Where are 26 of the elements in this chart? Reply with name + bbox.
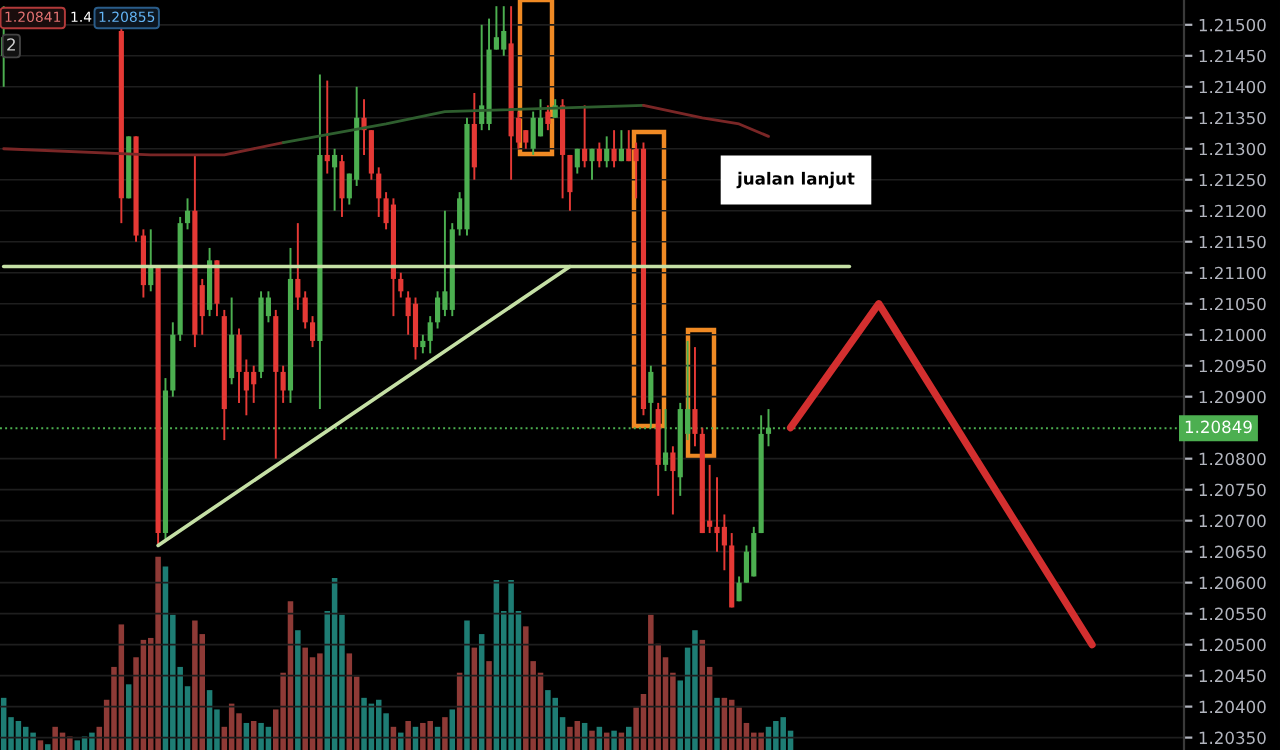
y-tick-label: 1.21200: [1199, 204, 1266, 218]
y-tick-label: 1.21300: [1199, 142, 1266, 156]
y-tick-label: 1.20650: [1199, 545, 1266, 559]
y-tick-label: 1.20900: [1199, 390, 1266, 404]
annotation: jualan lanjut: [736, 171, 855, 189]
y-tick-label: 1.21100: [1199, 266, 1266, 280]
y-tick-label: 1.20950: [1199, 359, 1266, 373]
y-tick-label: 1.21450: [1199, 49, 1266, 63]
y-tick-label: 1.20400: [1199, 700, 1266, 714]
y-tick-label: 1.20450: [1199, 669, 1266, 683]
y-tick-label: 1.20750: [1199, 483, 1266, 497]
y-tick-label: 1.20500: [1199, 638, 1266, 652]
y-tick-label: 1.21400: [1199, 80, 1266, 94]
y-tick-label: 1.21250: [1199, 173, 1266, 187]
y-tick-label: 1.21050: [1199, 297, 1266, 311]
annotation: 2: [7, 38, 15, 51]
y-tick-label: 1.21500: [1199, 18, 1266, 32]
y-tick-label: 1.20550: [1199, 607, 1266, 621]
y-tick-label: 1.21350: [1199, 111, 1266, 125]
y-tick-label: 1.21150: [1199, 235, 1266, 249]
y-tick-label: 1.20800: [1199, 452, 1266, 466]
y-tick-label: 1.20600: [1199, 576, 1266, 590]
y-tick-label: 1.20350: [1199, 731, 1266, 745]
ref-line-label: 1.20849: [1185, 420, 1252, 434]
y-tick-label: 1.21000: [1199, 328, 1266, 342]
y-tick-label: 1.20700: [1199, 514, 1266, 528]
